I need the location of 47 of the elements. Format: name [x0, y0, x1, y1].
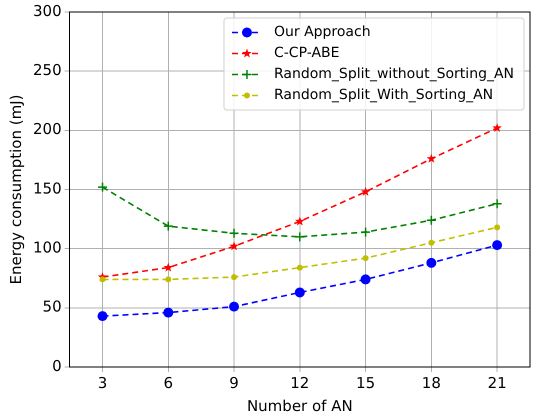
y-axis-title: Energy consumption (mJ)	[6, 94, 25, 284]
point	[362, 255, 369, 262]
point	[426, 258, 436, 268]
x-tick-label: 9	[229, 374, 239, 392]
x-tick-label: 3	[98, 374, 108, 392]
x-tick-label: 6	[164, 374, 174, 392]
x-axis-title: Number of AN	[246, 396, 353, 415]
x-tick-label: 21	[488, 374, 507, 392]
x-tick-label: 12	[290, 374, 310, 392]
legend-label: C-CP-ABE	[274, 45, 340, 62]
legend-label: Random_Split_With_Sorting_AN	[274, 87, 494, 104]
point	[492, 198, 502, 209]
point	[494, 224, 500, 230]
point	[100, 276, 106, 282]
y-tick-label: 150	[32, 179, 62, 198]
point	[426, 215, 437, 226]
point	[492, 240, 502, 250]
point	[165, 276, 172, 282]
point	[163, 308, 174, 318]
y-tick-label: 100	[32, 238, 62, 257]
y-tick-label: 50	[42, 298, 62, 316]
point	[98, 311, 108, 322]
point	[426, 154, 436, 163]
point	[492, 123, 502, 132]
legend-label: Our Approach	[274, 24, 371, 40]
point	[231, 274, 238, 280]
point	[360, 226, 371, 238]
point	[229, 302, 240, 312]
point	[229, 241, 239, 250]
point	[295, 216, 305, 226]
point	[294, 287, 305, 298]
point	[163, 220, 174, 232]
y-tick-label: 200	[32, 120, 62, 138]
point	[296, 264, 303, 271]
x-tick-label: 18	[422, 374, 441, 392]
legend-label: Random_Split_without_Sorting_AN	[274, 66, 514, 82]
point	[97, 182, 108, 192]
point	[360, 186, 370, 196]
point	[294, 232, 306, 242]
point	[360, 274, 371, 284]
point	[164, 262, 173, 272]
point	[428, 240, 434, 246]
y-tick-label: 300	[32, 2, 62, 20]
y-tick-label: 0	[52, 356, 62, 375]
x-tick-label: 15	[356, 374, 376, 392]
y-tick-label: 250	[32, 61, 62, 80]
point	[228, 228, 240, 239]
